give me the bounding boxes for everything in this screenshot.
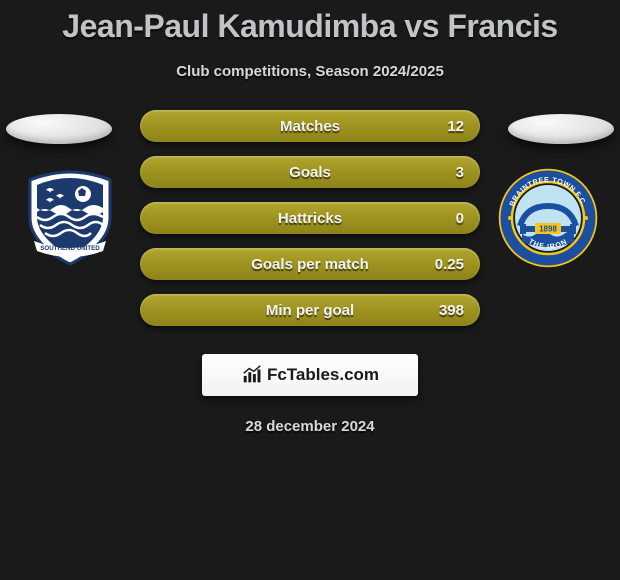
svg-text:1898: 1898 [539,225,557,234]
stat-label: Matches [280,118,340,135]
stat-bar-goals: Goals 3 [140,156,480,188]
stat-value: 0 [456,210,464,227]
stat-bar-goals-per-match: Goals per match 0.25 [140,248,480,280]
brand-logo-text: FcTables.com [267,365,379,385]
brand-logo: FcTables.com [202,354,418,396]
footer-date: 28 december 2024 [0,418,620,435]
comparison-stage: SOUTHEND UNITED 1898 BRAINTRE [0,110,620,326]
stat-bar-min-per-goal: Min per goal 398 [140,294,480,326]
stat-bar-hattricks: Hattricks 0 [140,202,480,234]
svg-text:SOUTHEND UNITED: SOUTHEND UNITED [40,245,100,252]
page-subtitle: Club competitions, Season 2024/2025 [0,63,620,80]
stat-label: Goals [289,164,331,181]
stat-value: 12 [447,118,464,135]
shadow-ellipse-left [6,114,112,144]
braintree-town-crest: 1898 BRAINTREE TOWN F.C. THE IRON [498,168,598,268]
stat-value: 0.25 [435,256,464,273]
page-title: Jean-Paul Kamudimba vs Francis [0,0,620,45]
chart-icon [241,364,263,386]
stat-label: Goals per match [251,256,369,273]
stat-bars: Matches 12 Goals 3 Hattricks 0 Goals per… [140,110,480,326]
stat-label: Min per goal [266,302,354,319]
stat-value: 398 [439,302,464,319]
stat-bar-matches: Matches 12 [140,110,480,142]
stat-value: 3 [456,164,464,181]
shadow-ellipse-right [508,114,614,144]
stat-label: Hattricks [278,210,342,227]
southend-united-crest: SOUTHEND UNITED [20,168,120,268]
